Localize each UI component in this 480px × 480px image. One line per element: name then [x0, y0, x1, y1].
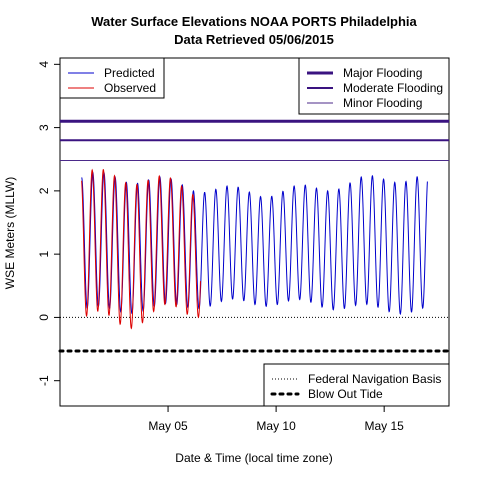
legend-navigation [263, 363, 450, 407]
chart-title: Water Surface Elevations NOAA PORTS Phil… [91, 14, 417, 29]
legend-flooding-0-label: Major Flooding [343, 66, 422, 80]
y-tick-label: 0 [37, 314, 51, 321]
legend-flooding [298, 57, 450, 115]
x-tick-label: May 15 [364, 419, 404, 433]
plot-area: -1 0 1 2 3 4 May 05 May 10 May 15 [37, 57, 451, 433]
legend-predicted-label: Predicted [104, 66, 155, 80]
y-tick-label: -1 [37, 375, 51, 386]
y-tick-label: 4 [37, 61, 51, 68]
series-line-predicted [81, 171, 428, 316]
y-tick-label: 1 [37, 250, 51, 257]
chart-subtitle: Data Retrieved 05/06/2015 [174, 32, 334, 47]
y-axis-label: WSE Meters (MLLW) [3, 177, 17, 289]
legend-flooding-1-label: Moderate Flooding [343, 81, 443, 95]
legend-flooding-2-label: Minor Flooding [343, 96, 422, 110]
series-line-observed [81, 168, 201, 330]
x-tick-label: May 05 [148, 419, 188, 433]
y-tick-label: 3 [37, 124, 51, 131]
legend-series [59, 57, 165, 99]
legend-observed-label: Observed [104, 81, 156, 95]
y-tick-label: 2 [37, 187, 51, 194]
legend-navigation-0-label: Federal Navigation Basis [308, 372, 441, 386]
plot-frame [59, 57, 450, 407]
x-tick-label: May 10 [256, 419, 296, 433]
x-axis-label: Date & Time (local time zone) [175, 451, 332, 465]
legend-navigation-1-label: Blow Out Tide [308, 387, 383, 401]
